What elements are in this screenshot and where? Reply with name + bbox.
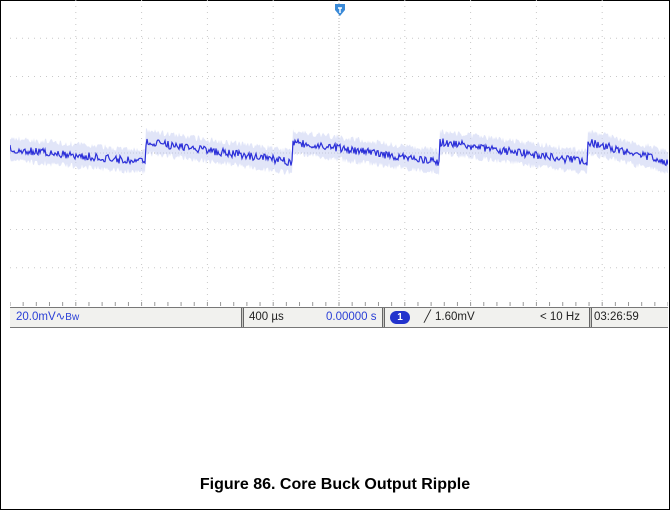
timebase-readout: 400 µs (249, 311, 284, 323)
trigger-level-readout: 1.60mV (435, 311, 475, 323)
vertical-scale-readout: 20.0mV∿Bw (16, 308, 79, 327)
trigger-slope-icon: ╱ (424, 311, 431, 323)
ripple-waveform-trace (10, 137, 668, 167)
bandwidth-limit: Bw (65, 312, 80, 323)
clock-readout: 03:26:59 (594, 311, 639, 323)
coupling-icon: ∿ (55, 311, 66, 323)
frequency-readout: < 10 Hz (540, 311, 580, 323)
figure-caption: Figure 86. Core Buck Output Ripple (199, 476, 471, 493)
vertical-scale: 20.0mV (16, 311, 56, 323)
channel-badge: 1 (390, 311, 410, 324)
trace-persistence-band (10, 128, 668, 176)
waveform-display (10, 0, 668, 306)
trigger-position-readout: 0.00000 s (326, 311, 377, 323)
status-divider (382, 308, 385, 327)
status-divider (241, 308, 244, 327)
status-divider (589, 308, 592, 327)
trigger-position-arrow-icon (333, 2, 347, 23)
scope-status-bar: 20.0mV∿Bw 400 µs 0.00000 s 1 ╱ 1.60mV < … (10, 307, 668, 328)
oscilloscope-screen (10, 0, 668, 306)
